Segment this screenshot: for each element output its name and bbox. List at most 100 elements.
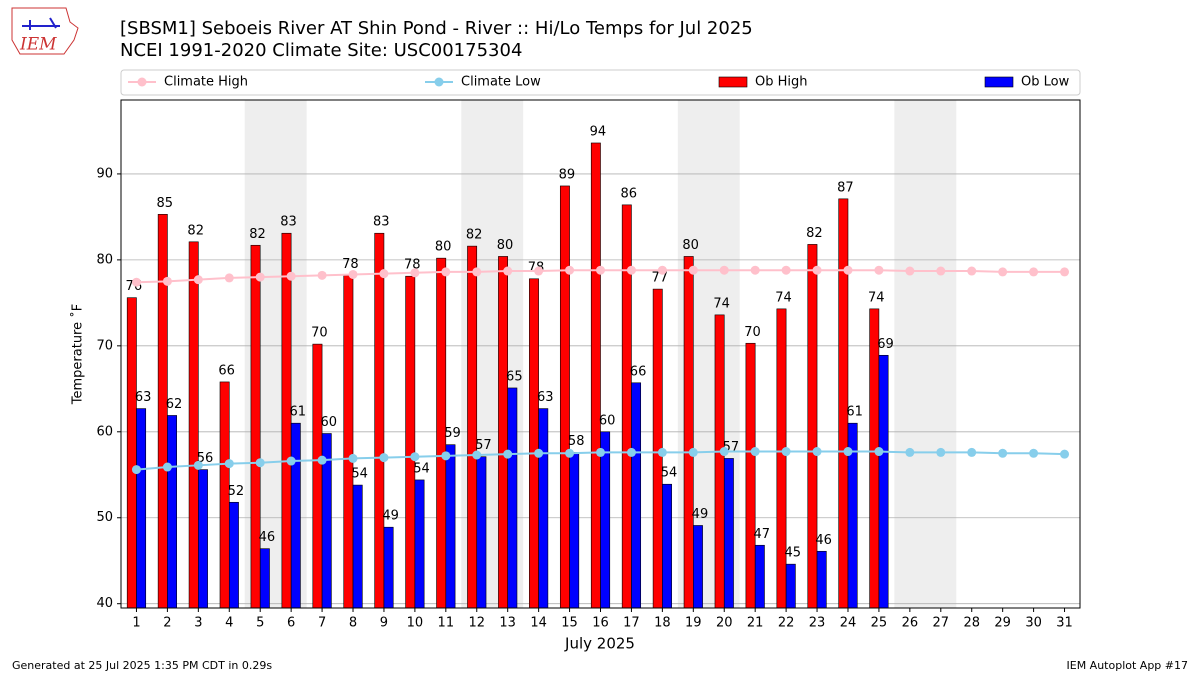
line-marker	[626, 265, 636, 275]
bar-value-label: 70	[744, 325, 761, 340]
bar	[662, 483, 672, 609]
bar	[167, 415, 177, 609]
x-tick-label: 12	[468, 616, 485, 631]
x-tick-label: 18	[654, 616, 671, 631]
y-tick-label: 40	[96, 596, 113, 611]
x-tick-label: 8	[349, 616, 357, 631]
line-marker	[626, 447, 636, 457]
bar	[838, 198, 849, 609]
bar-value-label: 74	[868, 290, 885, 305]
line-marker	[534, 448, 544, 458]
line-marker	[317, 455, 327, 465]
bar	[600, 431, 611, 609]
bar-value-label: 82	[466, 228, 483, 243]
line-marker	[1029, 267, 1039, 277]
x-tick-label: 25	[871, 616, 888, 631]
bar	[281, 232, 292, 609]
legend-marker	[137, 77, 147, 87]
line-marker	[472, 450, 482, 460]
line-marker	[503, 266, 513, 276]
bar-value-label: 74	[713, 296, 730, 311]
bar-value-label: 49	[692, 507, 709, 522]
line-marker	[348, 269, 358, 279]
bar	[405, 275, 416, 609]
line-marker	[410, 452, 420, 462]
x-tick-label: 11	[438, 616, 455, 631]
bar	[198, 469, 208, 609]
bar-value-label: 60	[599, 413, 616, 428]
bar	[374, 232, 385, 609]
line-marker	[781, 265, 791, 275]
bar-value-label: 61	[846, 405, 863, 420]
legend-swatch	[984, 76, 1014, 88]
x-tick-label: 9	[380, 616, 388, 631]
line-marker	[905, 266, 915, 276]
bar-value-label: 65	[506, 369, 523, 384]
bar-value-label: 80	[497, 238, 514, 253]
x-tick-label: 31	[1056, 616, 1073, 631]
bar-value-label: 59	[444, 426, 461, 441]
weekend-band	[894, 100, 957, 608]
x-tick-label: 26	[902, 616, 919, 631]
bar-value-label: 89	[559, 167, 576, 182]
line-marker	[967, 266, 977, 276]
bar	[290, 422, 301, 609]
line-marker	[688, 447, 698, 457]
line-marker	[936, 447, 946, 457]
bar-value-label: 45	[784, 546, 801, 561]
footer-right: IEM Autoplot App #17	[1067, 659, 1189, 672]
legend-label: Climate High	[164, 75, 248, 90]
logo-text: IEM	[19, 35, 57, 55]
line-marker	[348, 453, 358, 463]
line-marker	[719, 265, 729, 275]
legend-label: Ob High	[755, 75, 808, 90]
bar	[476, 456, 487, 609]
logo-shape	[11, 7, 79, 55]
bar-value-label: 78	[342, 257, 359, 272]
bar	[352, 484, 363, 609]
y-tick-label: 60	[96, 424, 113, 439]
bar	[631, 382, 642, 609]
bar	[445, 444, 456, 609]
bar	[188, 241, 199, 609]
y-tick-label: 90	[96, 166, 113, 181]
bar	[383, 526, 394, 609]
line-marker	[441, 451, 451, 461]
line-marker	[596, 265, 605, 275]
bar-value-label: 70	[311, 326, 328, 341]
bar	[869, 308, 880, 609]
line-marker	[131, 277, 141, 287]
bar	[785, 563, 796, 609]
bar-value-label: 52	[228, 484, 245, 499]
line-marker	[998, 267, 1008, 277]
x-tick-label: 22	[778, 616, 795, 631]
line-marker	[441, 267, 451, 277]
bar	[126, 297, 137, 609]
legend-box	[120, 69, 1081, 96]
legend-marker	[434, 77, 444, 87]
bar-value-label: 58	[568, 434, 585, 449]
line-marker	[688, 265, 698, 275]
bar	[590, 142, 601, 609]
line-marker	[162, 462, 172, 472]
legend-label: Climate Low	[461, 75, 541, 90]
line-marker	[224, 459, 234, 469]
legend-label: Ob Low	[1021, 75, 1070, 90]
x-tick-label: 6	[287, 616, 295, 631]
x-tick-label: 7	[318, 616, 326, 631]
legend-swatch	[718, 76, 748, 88]
bar-value-label: 54	[413, 461, 430, 476]
bar	[745, 342, 756, 609]
x-tick-label: 21	[747, 616, 764, 631]
line-marker	[843, 447, 853, 457]
bar-value-label: 54	[351, 467, 368, 482]
x-tick-label: 15	[561, 616, 578, 631]
bar-value-label: 57	[475, 438, 492, 453]
x-tick-label: 1	[132, 616, 140, 631]
bar-value-label: 80	[435, 240, 452, 255]
line-marker	[967, 447, 977, 457]
line-marker	[657, 265, 667, 275]
bar-value-label: 74	[775, 290, 792, 305]
x-tick-label: 14	[530, 616, 547, 631]
bar-value-label: 85	[156, 196, 173, 211]
